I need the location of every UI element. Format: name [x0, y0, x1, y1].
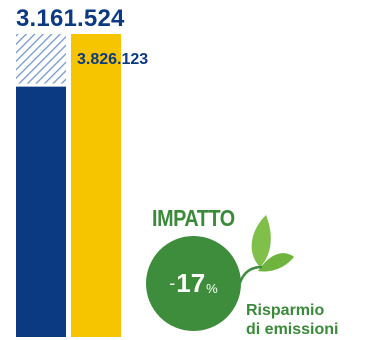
- bar-value-label-yellow: 3.826.123: [77, 51, 149, 68]
- impact-number: 17: [176, 268, 206, 298]
- bar-blue-difference-hatch: [16, 34, 66, 84]
- impact-sign: -: [169, 273, 176, 293]
- bar-blue: [16, 86, 66, 337]
- bar-value-label-blue: 3.161.524: [16, 5, 125, 32]
- impact-circle: [146, 236, 241, 331]
- bar-yellow: [71, 34, 121, 337]
- impact-caption-line-1: Risparmio: [246, 302, 325, 319]
- impact-unit: %: [206, 280, 218, 296]
- impact-caption: Risparmio di emissioni: [246, 301, 338, 339]
- leaves-icon: [238, 215, 294, 284]
- impact-caption-line-2: di emissioni: [246, 321, 339, 338]
- impact-title: IMPATTO: [152, 205, 235, 231]
- impact-percentage: - 17 %: [146, 236, 241, 331]
